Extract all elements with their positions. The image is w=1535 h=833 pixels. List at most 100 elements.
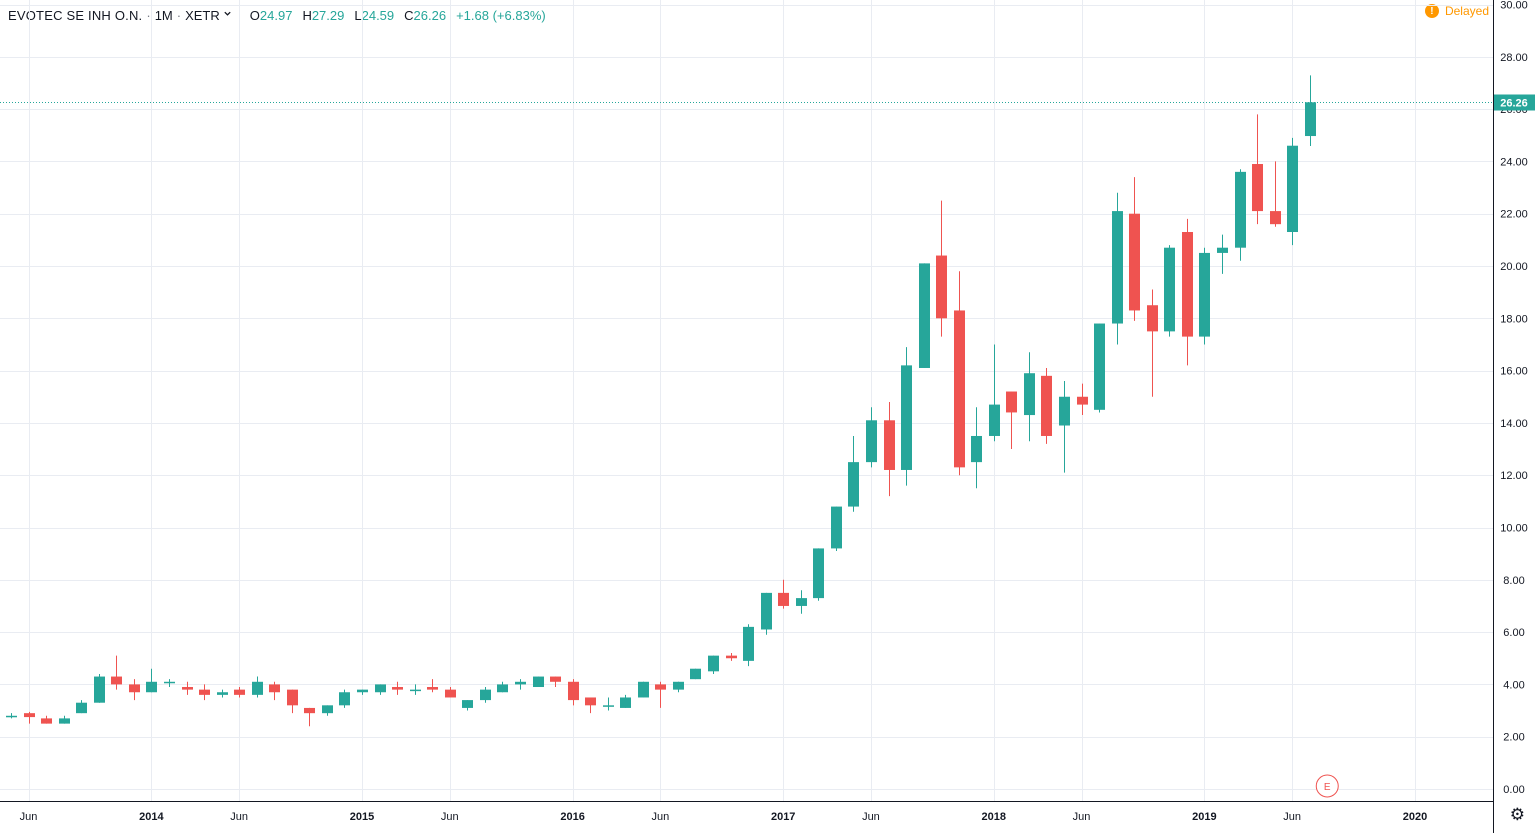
- candle-body: [1182, 232, 1193, 337]
- x-tick-label: Jun: [862, 811, 880, 823]
- candle-body: [24, 713, 35, 718]
- candle-body: [1270, 211, 1281, 225]
- y-tick-label: 4.00: [1503, 679, 1524, 691]
- candle-body: [515, 681, 526, 685]
- candle-body: [533, 676, 544, 688]
- candle-body: [269, 684, 280, 693]
- candle-body: [287, 689, 298, 706]
- exchange-label[interactable]: XETR: [185, 7, 220, 23]
- high-value: H27.29: [302, 7, 345, 23]
- candle-body: [848, 462, 859, 507]
- candle-body: [41, 718, 52, 724]
- candle-body: [1164, 247, 1175, 332]
- candle-body: [884, 420, 895, 470]
- x-tick-label: Jun: [651, 811, 669, 823]
- x-tick-label: Jun: [1073, 811, 1091, 823]
- symbol-name[interactable]: EVOTEC SE INH O.N.: [8, 7, 143, 23]
- x-tick-label: 2017: [771, 811, 795, 823]
- candle-body: [1059, 396, 1070, 426]
- candle-body: [1006, 391, 1017, 413]
- x-tick-label: Jun: [441, 811, 459, 823]
- candle-body: [146, 681, 157, 693]
- candle-body: [1024, 373, 1035, 416]
- candle-body: [761, 592, 772, 630]
- candle-body: [1147, 305, 1158, 332]
- candle-body: [462, 700, 473, 708]
- candle-body: [620, 697, 631, 708]
- x-tick-label: 2014: [139, 811, 164, 823]
- candle-body: [1077, 396, 1088, 405]
- candle-body: [690, 668, 701, 680]
- ohlc-values: O24.97 H27.29 L24.59 C26.26 +1.68 (+6.83…: [250, 8, 546, 23]
- candle-body: [1305, 102, 1316, 137]
- candle-body: [638, 681, 649, 698]
- candle-body: [1112, 211, 1123, 324]
- candle-body: [199, 689, 210, 695]
- candle-body: [568, 681, 579, 701]
- candle-body: [1094, 323, 1105, 410]
- x-tick-label: 2020: [1403, 811, 1427, 823]
- candle-body: [129, 684, 140, 693]
- y-tick-label: 20.00: [1500, 261, 1528, 273]
- candle-body: [936, 255, 947, 319]
- candle-body: [497, 684, 508, 693]
- low-value: L24.59: [354, 7, 395, 23]
- candle-body: [164, 681, 175, 684]
- candle-body: [76, 702, 87, 714]
- y-tick-label: 8.00: [1503, 575, 1524, 587]
- y-tick-label: 30.00: [1500, 0, 1528, 12]
- candle-body: [655, 684, 666, 690]
- y-tick-label: 14.00: [1500, 418, 1528, 430]
- open-value: O24.97: [249, 7, 293, 23]
- x-tick-label: 2019: [1192, 811, 1216, 823]
- close-value: C26.26: [404, 7, 447, 23]
- y-tick-label: 6.00: [1503, 627, 1524, 639]
- candle-body: [392, 687, 403, 690]
- gear-icon[interactable]: ⚙: [1509, 805, 1525, 825]
- candle-body: [375, 684, 386, 693]
- candle-body: [252, 681, 263, 695]
- y-tick-label: 12.00: [1500, 470, 1528, 482]
- delayed-status[interactable]: ! Delayed: [1424, 4, 1489, 18]
- candle-body: [1041, 375, 1052, 436]
- candle-body: [182, 687, 193, 690]
- candle-body: [813, 548, 824, 599]
- candle-body: [1287, 145, 1298, 233]
- x-tick-label: Jun: [230, 811, 248, 823]
- warning-icon: !: [1424, 4, 1439, 18]
- candle-body: [304, 707, 315, 714]
- candle-body: [59, 718, 70, 724]
- candle-body: [427, 687, 438, 690]
- candle-body: [708, 655, 719, 672]
- x-tick-label: 2016: [560, 811, 584, 823]
- candle-body: [1217, 247, 1228, 253]
- candle-body: [778, 592, 789, 606]
- chevron-down-icon[interactable]: [223, 9, 232, 21]
- candle-body: [1129, 213, 1140, 311]
- candle-body: [234, 689, 245, 695]
- candle-body: [217, 692, 228, 695]
- interval-label[interactable]: 1M: [154, 7, 173, 23]
- earnings-marker[interactable]: [1315, 774, 1339, 798]
- change-value: +1.68 (+6.83%): [456, 7, 546, 23]
- candle-body: [831, 506, 842, 549]
- candle-body: [673, 681, 684, 690]
- candle-body: [111, 676, 122, 685]
- separator: ·: [146, 7, 151, 23]
- symbol-header[interactable]: EVOTEC SE INH O.N. · 1M · XETR O24.97 H2…: [0, 0, 546, 30]
- candle-body: [480, 689, 491, 701]
- candle-body: [94, 676, 105, 703]
- candle-body: [919, 263, 930, 368]
- delayed-label: Delayed: [1444, 4, 1489, 18]
- earnings-marker-label[interactable]: E: [1324, 782, 1331, 793]
- x-tick-label: Jun: [1283, 811, 1301, 823]
- candle-body: [866, 420, 877, 463]
- y-tick-label: 28.00: [1500, 52, 1528, 64]
- x-tick-label: 2015: [350, 811, 374, 823]
- candle-body: [339, 692, 350, 706]
- candle-body: [726, 655, 737, 659]
- y-tick-label: 0.00: [1503, 784, 1524, 796]
- last-price-tag: [1494, 94, 1535, 111]
- candle-body: [410, 689, 421, 692]
